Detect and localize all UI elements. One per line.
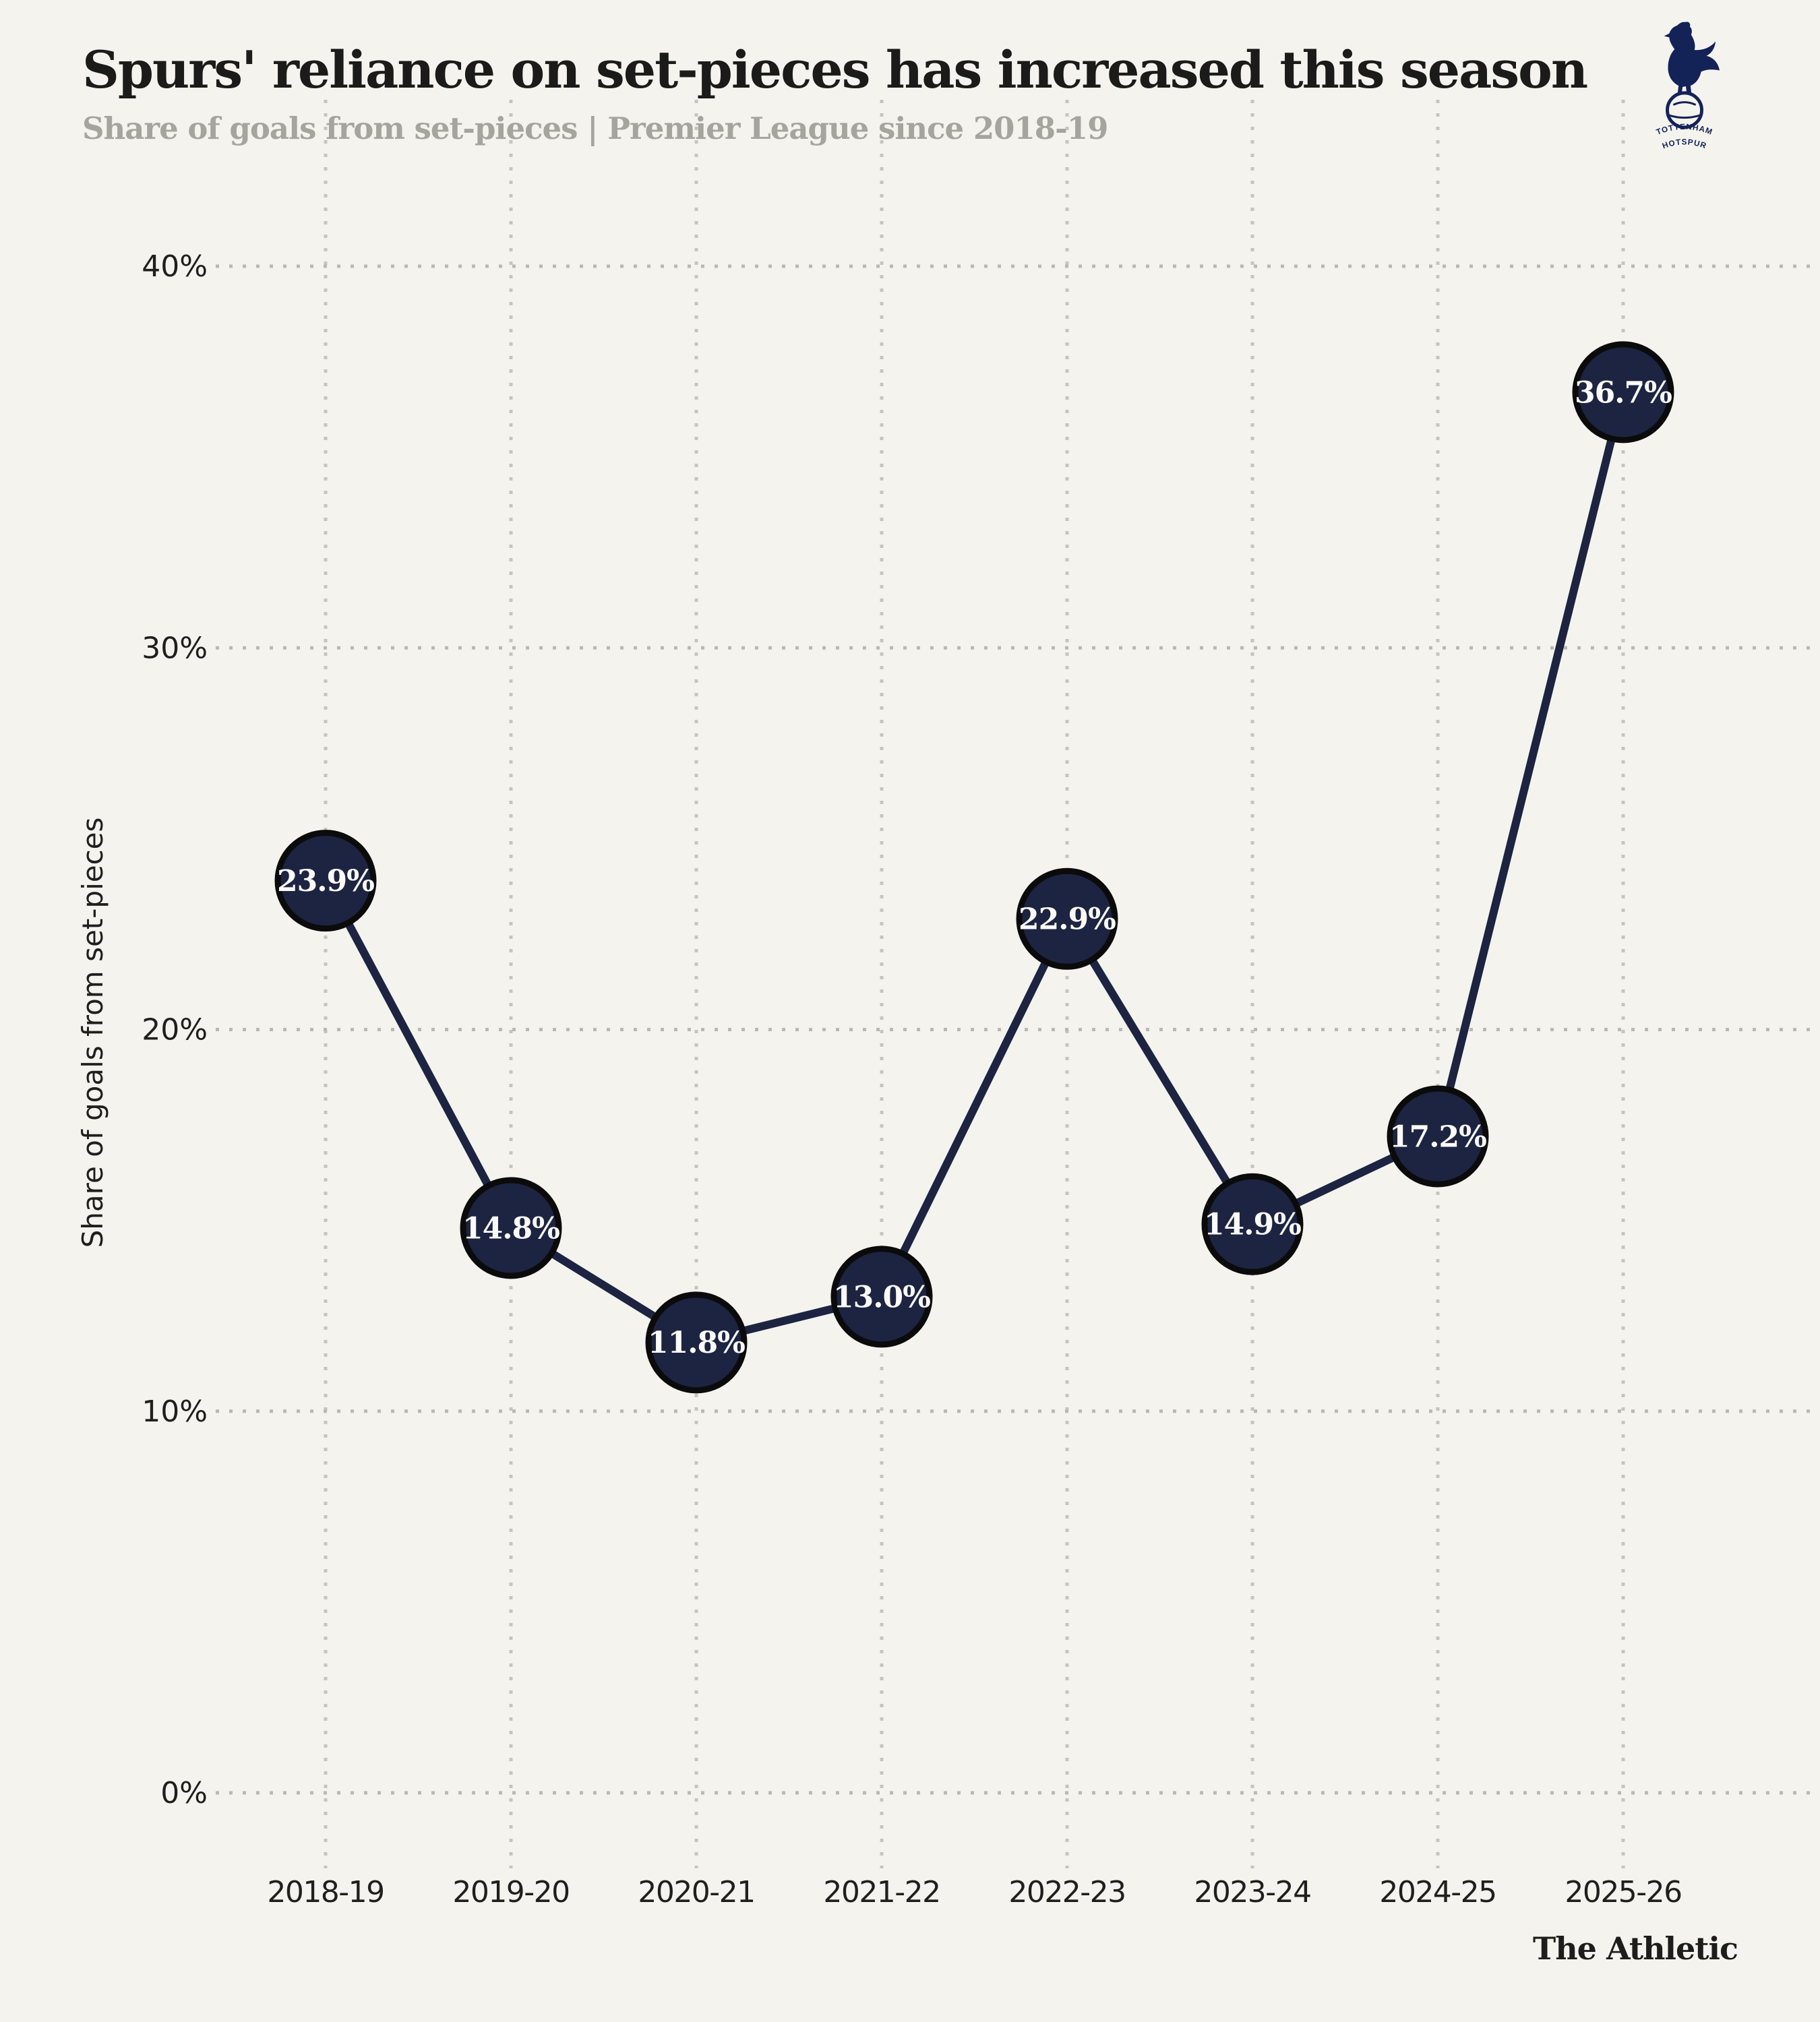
data-point-label-2025-26: 36.7% [1575,375,1672,410]
data-point-label-2022-23: 22.9% [1019,902,1116,937]
xtick-label-2018-19: 2018-19 [267,1875,384,1909]
chart-header: Spurs' reliance on set-pieces has increa… [82,42,1633,145]
ytick-label-40: 40% [142,249,208,284]
tottenham-hotspur-logo: TOTTENHAM HOTSPUR [1655,22,1720,151]
xtick-label-2025-26: 2025-26 [1565,1875,1681,1909]
xtick-label-2021-22: 2021-22 [823,1875,940,1909]
football-icon [1666,91,1703,129]
data-point-label-2023-24: 14.9% [1204,1208,1301,1242]
y-axis-title: Share of goals from set-pieces [76,818,109,1248]
club-name-tottenham: TOTTENHAM [1655,123,1713,137]
xtick-label-2024-25: 2024-25 [1379,1875,1496,1909]
page-subtitle: Share of goals from set-pieces | Premier… [82,110,1108,146]
data-point-label-2020-21: 11.8% [648,1326,745,1360]
xtick-label-2019-20: 2019-20 [452,1875,569,1909]
svg-text:TOTTENHAM: TOTTENHAM [1655,123,1713,137]
club-name-hotspur: HOTSPUR [1661,137,1707,150]
xtick-label-2022-23: 2022-23 [1008,1875,1125,1909]
ytick-label-30: 30% [142,631,208,665]
data-point-2025-26 [1572,341,1674,443]
data-point-2018-19 [274,830,377,932]
football-seam [1669,101,1701,119]
data-point-2019-20 [460,1177,562,1279]
xtick-label-2020-21: 2020-21 [638,1875,754,1909]
ytick-label-10: 10% [142,1395,208,1429]
data-point-2021-22 [830,1246,933,1348]
xtick-label-2023-24: 2023-24 [1194,1875,1310,1909]
cockerel-icon [1664,22,1720,97]
ytick-label-0: 0% [160,1776,208,1810]
data-point-label-2024-25: 17.2% [1389,1120,1486,1154]
data-point-label-2018-19: 23.9% [277,864,374,898]
data-point-2022-23 [1016,867,1118,970]
data-point-label-2021-22: 13.0% [833,1280,930,1314]
page-title: Spurs' reliance on set-pieces has increa… [82,40,1588,100]
data-point-2024-25 [1387,1085,1489,1188]
data-point-2023-24 [1201,1173,1304,1275]
attribution: The Athletic [1532,1930,1738,1967]
svg-text:HOTSPUR: HOTSPUR [1661,137,1707,150]
ytick-label-20: 20% [142,1013,208,1047]
data-point-label-2019-20: 14.8% [462,1211,559,1246]
data-point-2020-21 [645,1291,748,1394]
